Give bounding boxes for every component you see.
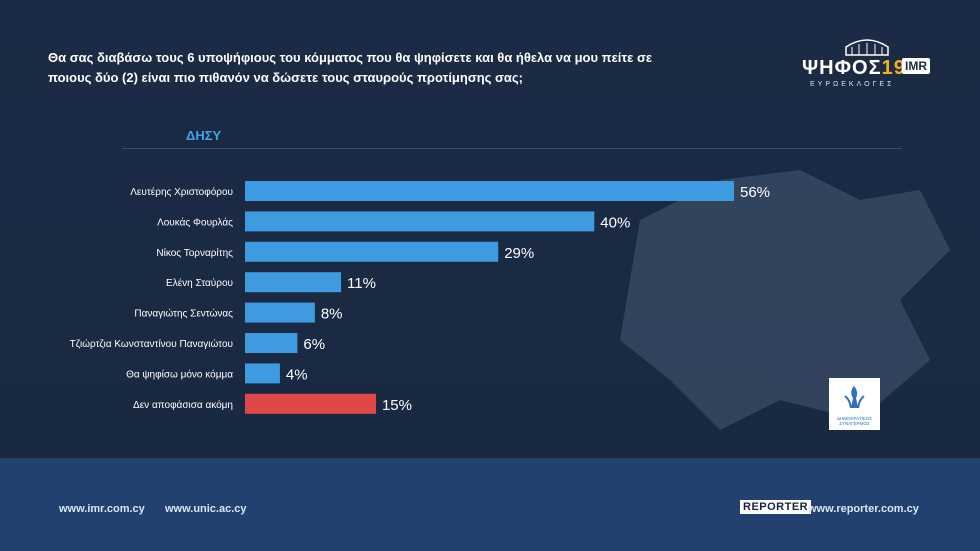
party-logo-caption-1: ΔΗΜΟΚΡΑΤΙΚΟΣ <box>837 416 872 421</box>
value-label: 6% <box>303 336 325 353</box>
bar <box>245 302 315 323</box>
category-label: Παναγιώτης Σεντώνας <box>134 308 233 320</box>
value-label: 8% <box>321 306 343 323</box>
value-label: 15% <box>382 397 412 414</box>
category-label: Λευτέρης Χριστοφόρου <box>130 186 233 198</box>
reporter-logo: REPORTER <box>740 500 812 514</box>
category-label: Νίκος Τορναρίτης <box>156 247 233 259</box>
value-label: 11% <box>347 275 376 292</box>
bar <box>245 272 342 293</box>
logo-number: 19 <box>881 57 906 79</box>
unic-website-link[interactable]: www.unic.ac.cy <box>165 503 247 515</box>
bar <box>245 333 298 353</box>
category-label: Τζιώρτζια Κωνσταντίνου Παναγιώτου <box>70 338 233 350</box>
bar <box>245 181 734 201</box>
logo-wordmark: ΨΗΦΟΣ19 <box>802 57 906 80</box>
category-label: Λουκάς Φουρλάς <box>157 216 233 228</box>
disy-party-logo: ΔΗΜΟΚΡΑΤΙΚΟΣ ΣΥΝΑΓΕΡΜΟΣ <box>829 378 880 430</box>
bar <box>245 393 376 414</box>
survey-question: Θα σας διαβάσω τους 6 υποψήφιους του κόμ… <box>48 50 653 85</box>
party-section-label: ΔΗΣΥ <box>186 128 222 143</box>
value-label: 40% <box>600 214 630 231</box>
logo-subtitle: ΕΥΡΩΕΚΛΟΓΕΣ <box>810 81 895 88</box>
reporter-website-link[interactable]: www.reporter.com.cy <box>808 503 919 515</box>
bar <box>245 211 595 232</box>
party-logo-caption-2: ΣΥΝΑΓΕΡΜΟΣ <box>839 421 870 426</box>
europe-map-background <box>620 170 950 430</box>
value-label: 29% <box>504 245 534 262</box>
section-divider <box>122 148 902 149</box>
category-label: Ελένη Σταύρου <box>166 277 233 289</box>
value-label: 4% <box>286 366 308 383</box>
imr-badge: IMR <box>902 58 930 74</box>
category-label: Θα ψηφίσω μόνο κόμμα <box>126 368 233 380</box>
category-label: Δεν αποφάσισα ακόμη <box>133 399 233 411</box>
bar <box>245 241 499 262</box>
psifos-19-logo: ΨΗΦΟΣ19 IMR ΕΥΡΩΕΚΛΟΓΕΣ <box>798 35 938 90</box>
bar <box>245 363 280 384</box>
footer-bar <box>0 458 980 551</box>
imr-website-link[interactable]: www.imr.com.cy <box>59 503 145 515</box>
logo-text: ΨΗΦΟΣ <box>802 57 882 79</box>
value-label: 56% <box>740 184 770 201</box>
parliament-building-icon <box>845 39 889 56</box>
disy-torch-icon: ΔΗΜΟΚΡΑΤΙΚΟΣ ΣΥΝΑΓΕΡΜΟΣ <box>837 386 872 426</box>
